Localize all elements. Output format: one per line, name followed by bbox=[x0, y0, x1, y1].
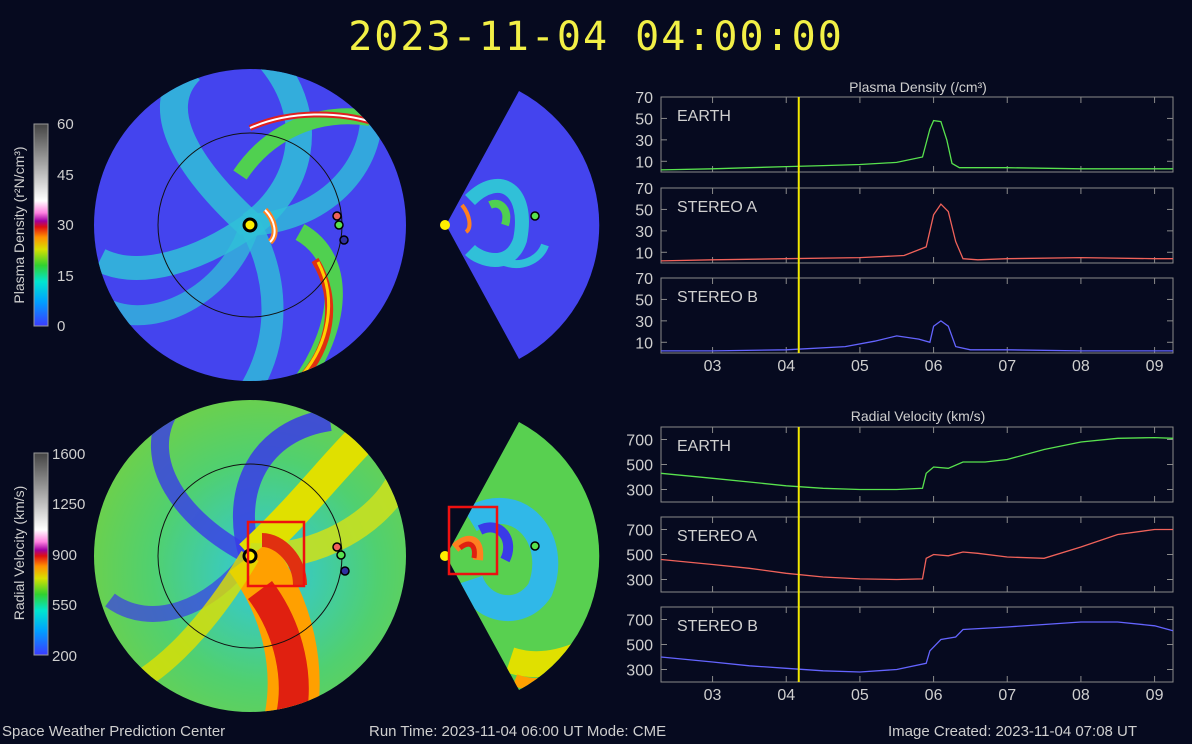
velocity-tick-200: 200 bbox=[52, 648, 77, 665]
x-tick-label: 06 bbox=[925, 687, 943, 704]
x-tick-label: 08 bbox=[1072, 687, 1090, 704]
footer-created: Image Created: 2023-11-04 07:08 UT bbox=[888, 723, 1138, 740]
panel-velocity-stereo-b: 700 500 300 STEREO B bbox=[626, 606, 1174, 683]
y-tick-label: 500 bbox=[626, 458, 653, 475]
panel-velocity-stereo-a: 700 500 300 STEREO A bbox=[626, 516, 1174, 593]
sun-marker-meridional-velocity bbox=[440, 551, 450, 561]
stereo-a-marker-velocity bbox=[332, 542, 342, 552]
y-tick-label: 70 bbox=[635, 90, 653, 107]
stereo-a-marker bbox=[332, 211, 342, 221]
x-tick-label: 04 bbox=[777, 358, 795, 375]
panel-velocity-earth: 700 500 300 EARTH bbox=[626, 426, 1174, 503]
velocity-tick-550: 550 bbox=[52, 597, 77, 614]
earth-marker-velocity bbox=[336, 550, 346, 560]
density-tick-0: 0 bbox=[57, 318, 65, 335]
cme-highlight-box-meridional bbox=[447, 505, 499, 576]
sun-marker-velocity bbox=[242, 548, 258, 564]
y-tick-label: 300 bbox=[626, 573, 653, 590]
panel-density-stereo-a: 70 50 30 10 STEREO A bbox=[635, 181, 1174, 264]
y-tick-label: 30 bbox=[635, 314, 653, 331]
y-tick-label: 700 bbox=[626, 613, 653, 630]
y-tick-label: 10 bbox=[635, 245, 653, 262]
series-label: STEREO B bbox=[677, 289, 758, 306]
density-tick-30: 30 bbox=[57, 217, 74, 234]
y-tick-label: 500 bbox=[626, 548, 653, 565]
velocity-ecliptic-map bbox=[94, 400, 406, 712]
series-label: EARTH bbox=[677, 438, 731, 455]
panel-frame bbox=[660, 187, 1174, 264]
x-tick-label: 09 bbox=[1146, 358, 1164, 375]
earth-marker-meridional bbox=[530, 211, 540, 221]
y-tick-label: 300 bbox=[626, 663, 653, 680]
series-line bbox=[660, 119, 1173, 171]
earth-marker bbox=[334, 220, 344, 230]
velocity-colorbar-label: Radial Velocity (km/s) bbox=[11, 486, 27, 621]
density-tick-60: 60 bbox=[57, 116, 74, 133]
sun-marker bbox=[242, 217, 258, 233]
density-tick-15: 15 bbox=[57, 268, 74, 285]
x-tick-label: 03 bbox=[704, 687, 722, 704]
footer-run-info: Run Time: 2023-11-04 06:00 UT Mode: CME bbox=[369, 723, 667, 740]
velocity-tick-900: 900 bbox=[52, 547, 77, 564]
x-tick-label: 05 bbox=[851, 687, 869, 704]
density-meridional-map bbox=[440, 91, 600, 359]
footer-org: Space Weather Prediction Center bbox=[2, 723, 226, 740]
density-colorbar-label: Plasma Density (r²N/cm³) bbox=[11, 146, 27, 303]
earth-marker-meridional-velocity bbox=[530, 541, 540, 551]
x-tick-label: 03 bbox=[704, 358, 722, 375]
series-label: EARTH bbox=[677, 108, 731, 125]
y-tick-label: 10 bbox=[635, 335, 653, 352]
y-tick-label: 700 bbox=[626, 523, 653, 540]
x-tick-label: 06 bbox=[925, 358, 943, 375]
velocity-colorbar: 1600 1250 900 550 200 Radial Velocity (k… bbox=[11, 446, 85, 665]
y-tick-label: 30 bbox=[635, 133, 653, 150]
velocity-meridional-map bbox=[440, 422, 600, 690]
y-tick-label: 50 bbox=[635, 202, 653, 219]
series-line bbox=[660, 528, 1173, 581]
panel-density-stereo-b: 70 50 30 10 STEREO B bbox=[635, 271, 1174, 354]
velocity-tick-1600: 1600 bbox=[52, 446, 85, 463]
y-tick-label: 70 bbox=[635, 271, 653, 288]
x-tick-label: 04 bbox=[777, 687, 795, 704]
panel-frame bbox=[660, 426, 1174, 503]
y-tick-label: 50 bbox=[635, 292, 653, 309]
sun-marker-meridional bbox=[440, 220, 450, 230]
stereo-b-marker-velocity bbox=[340, 566, 350, 576]
x-tick-label: 05 bbox=[851, 358, 869, 375]
panel-density-earth: 70 50 30 10 EARTH bbox=[635, 90, 1174, 173]
y-tick-label: 30 bbox=[635, 224, 653, 241]
velocity-plot-title: Radial Velocity (km/s) bbox=[851, 408, 986, 424]
density-ecliptic-map bbox=[94, 69, 406, 381]
timestamp-title: 2023-11-04 04:00:00 bbox=[348, 14, 844, 60]
y-tick-label: 700 bbox=[626, 433, 653, 450]
series-line bbox=[660, 621, 1174, 673]
series-line bbox=[660, 203, 1173, 262]
density-colorbar: 60 45 30 15 0 Plasma Density (r²N/cm³) bbox=[11, 116, 74, 335]
y-tick-label: 70 bbox=[635, 181, 653, 198]
panel-frame bbox=[660, 96, 1174, 173]
y-tick-label: 10 bbox=[635, 154, 653, 171]
series-label: STEREO A bbox=[677, 199, 757, 216]
y-tick-label: 300 bbox=[626, 483, 653, 500]
cme-highlight-box bbox=[246, 520, 306, 588]
x-tick-label: 07 bbox=[998, 687, 1016, 704]
velocity-tick-1250: 1250 bbox=[52, 496, 85, 513]
x-tick-label: 09 bbox=[1146, 687, 1164, 704]
y-tick-label: 500 bbox=[626, 638, 653, 655]
x-tick-label: 07 bbox=[998, 358, 1016, 375]
series-line bbox=[661, 320, 1173, 352]
stereo-b-marker bbox=[339, 235, 349, 245]
series-label: STEREO B bbox=[677, 618, 758, 635]
panel-frame bbox=[660, 277, 1174, 354]
y-tick-label: 50 bbox=[635, 111, 653, 128]
x-tick-label: 08 bbox=[1072, 358, 1090, 375]
series-label: STEREO A bbox=[677, 528, 757, 545]
density-plot-title: Plasma Density (/cm³) bbox=[849, 79, 987, 95]
series-line bbox=[660, 436, 1174, 491]
density-tick-45: 45 bbox=[57, 167, 74, 184]
